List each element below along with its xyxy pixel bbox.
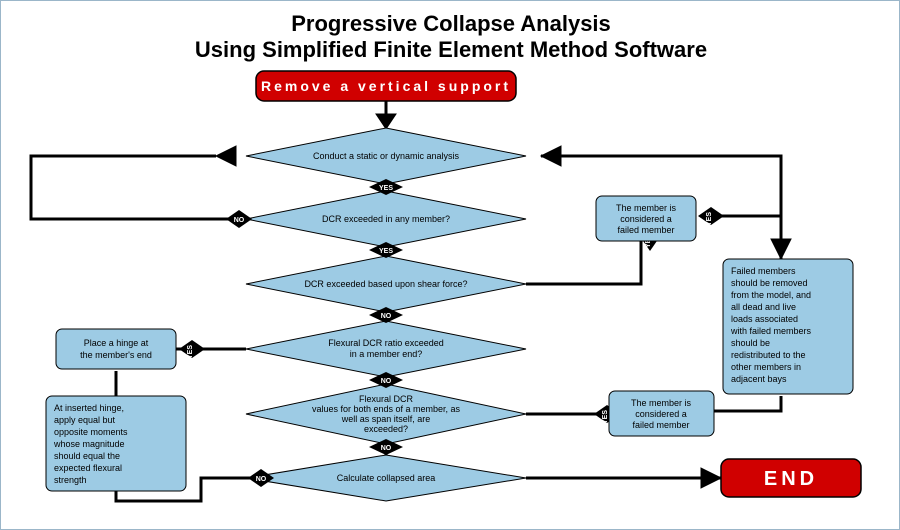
svg-text:The member is: The member is — [616, 203, 677, 213]
svg-text:The member is: The member is — [631, 398, 692, 408]
box-hinge: Place a hinge at the member's end — [56, 329, 176, 369]
svg-text:YES: YES — [379, 185, 393, 192]
diamond-d5: Flexural DCR values for both ends of a m… — [246, 384, 526, 444]
diamond-d2: DCR exceeded in any member? — [246, 191, 526, 247]
svg-text:should be removed: should be removed — [731, 278, 808, 288]
flowchart-canvas: { "title_line1": "Progressive Collapse A… — [0, 0, 900, 530]
badge-yes-d4-left: YES — [179, 340, 205, 359]
svg-text:should be: should be — [731, 338, 770, 348]
svg-text:DCR exceeded based upon shear: DCR exceeded based upon shear force? — [304, 279, 467, 289]
svg-text:Calculate collapsed area: Calculate collapsed area — [337, 473, 436, 483]
arrow-into-d1-top — [376, 114, 396, 129]
svg-text:adjacent bays: adjacent bays — [731, 374, 787, 384]
end-label: END — [764, 468, 818, 490]
badge-no-d2-left: NO — [226, 210, 252, 228]
diamond-d1: Conduct a static or dynamic analysis — [246, 128, 526, 184]
box-fail2: The member is considered a failed member — [609, 391, 714, 436]
arrow-into-remove — [771, 239, 791, 259]
box-fail1: The member is considered a failed member — [596, 196, 696, 241]
svg-text:Flexural DCR: Flexural DCR — [359, 394, 414, 404]
svg-text:Place a hinge at: Place a hinge at — [84, 338, 149, 348]
title-line1: Progressive Collapse Analysis — [291, 11, 611, 36]
svg-text:NO: NO — [381, 313, 392, 320]
svg-text:NO: NO — [256, 476, 267, 483]
badge-no-d6-left: NO — [248, 469, 274, 487]
svg-text:NO: NO — [381, 378, 392, 385]
arrow-into-d1-left — [216, 146, 236, 166]
arrow-into-d1-right — [541, 146, 561, 166]
svg-text:failed member: failed member — [617, 225, 674, 235]
svg-text:NO: NO — [381, 445, 392, 452]
title-line2: Using Simplified Finite Element Method S… — [195, 37, 707, 62]
arrow-into-end — [701, 468, 721, 488]
svg-text:well as span itself, are: well as span itself, are — [341, 414, 431, 424]
diamond-d4: Flexural DCR ratio exceeded in a member … — [246, 321, 526, 377]
svg-text:YES: YES — [602, 410, 609, 424]
svg-text:loads associated: loads associated — [731, 314, 798, 324]
svg-text:whose magnitude: whose magnitude — [53, 439, 125, 449]
svg-text:expected flexural: expected flexural — [54, 463, 122, 473]
svg-text:from the model, and: from the model, and — [731, 290, 811, 300]
svg-text:Conduct a static or dynamic an: Conduct a static or dynamic analysis — [313, 151, 460, 161]
box-moment: At inserted hinge, apply equal but oppos… — [46, 396, 186, 491]
svg-text:YES: YES — [379, 248, 393, 255]
badge-yes-fail1: YES — [698, 207, 724, 226]
svg-text:other members in: other members in — [731, 362, 801, 372]
svg-text:strength: strength — [54, 475, 87, 485]
svg-text:considered a: considered a — [635, 409, 687, 419]
svg-text:YES: YES — [187, 345, 194, 359]
svg-text:with failed members: with failed members — [730, 326, 812, 336]
diamond-d6: Calculate collapsed area — [246, 455, 526, 501]
svg-text:apply equal but: apply equal but — [54, 415, 116, 425]
svg-text:DCR exceeded in any member?: DCR exceeded in any member? — [322, 214, 450, 224]
svg-text:NO: NO — [234, 217, 245, 224]
svg-text:opposite moments: opposite moments — [54, 427, 128, 437]
start-label: Remove a vertical support — [261, 78, 511, 94]
svg-text:all dead and live: all dead and live — [731, 302, 796, 312]
svg-text:Flexural DCR ratio exceeded: Flexural DCR ratio exceeded — [328, 338, 444, 348]
svg-text:failed member: failed member — [632, 420, 689, 430]
svg-text:At inserted hinge,: At inserted hinge, — [54, 403, 124, 413]
svg-text:YES: YES — [706, 212, 713, 226]
svg-text:in a member end?: in a member end? — [350, 349, 423, 359]
svg-text:redistributed to the: redistributed to the — [731, 350, 806, 360]
svg-text:should equal the: should equal the — [54, 451, 120, 461]
svg-text:exceeded?: exceeded? — [364, 424, 408, 434]
svg-text:the member's end: the member's end — [80, 350, 152, 360]
svg-text:Failed members: Failed members — [731, 266, 796, 276]
svg-text:values for both ends of a memb: values for both ends of a member, as — [312, 404, 461, 414]
diamond-d3: DCR exceeded based upon shear force? — [246, 256, 526, 312]
svg-text:considered a: considered a — [620, 214, 672, 224]
box-remove: Failed members should be removed from th… — [723, 259, 853, 394]
